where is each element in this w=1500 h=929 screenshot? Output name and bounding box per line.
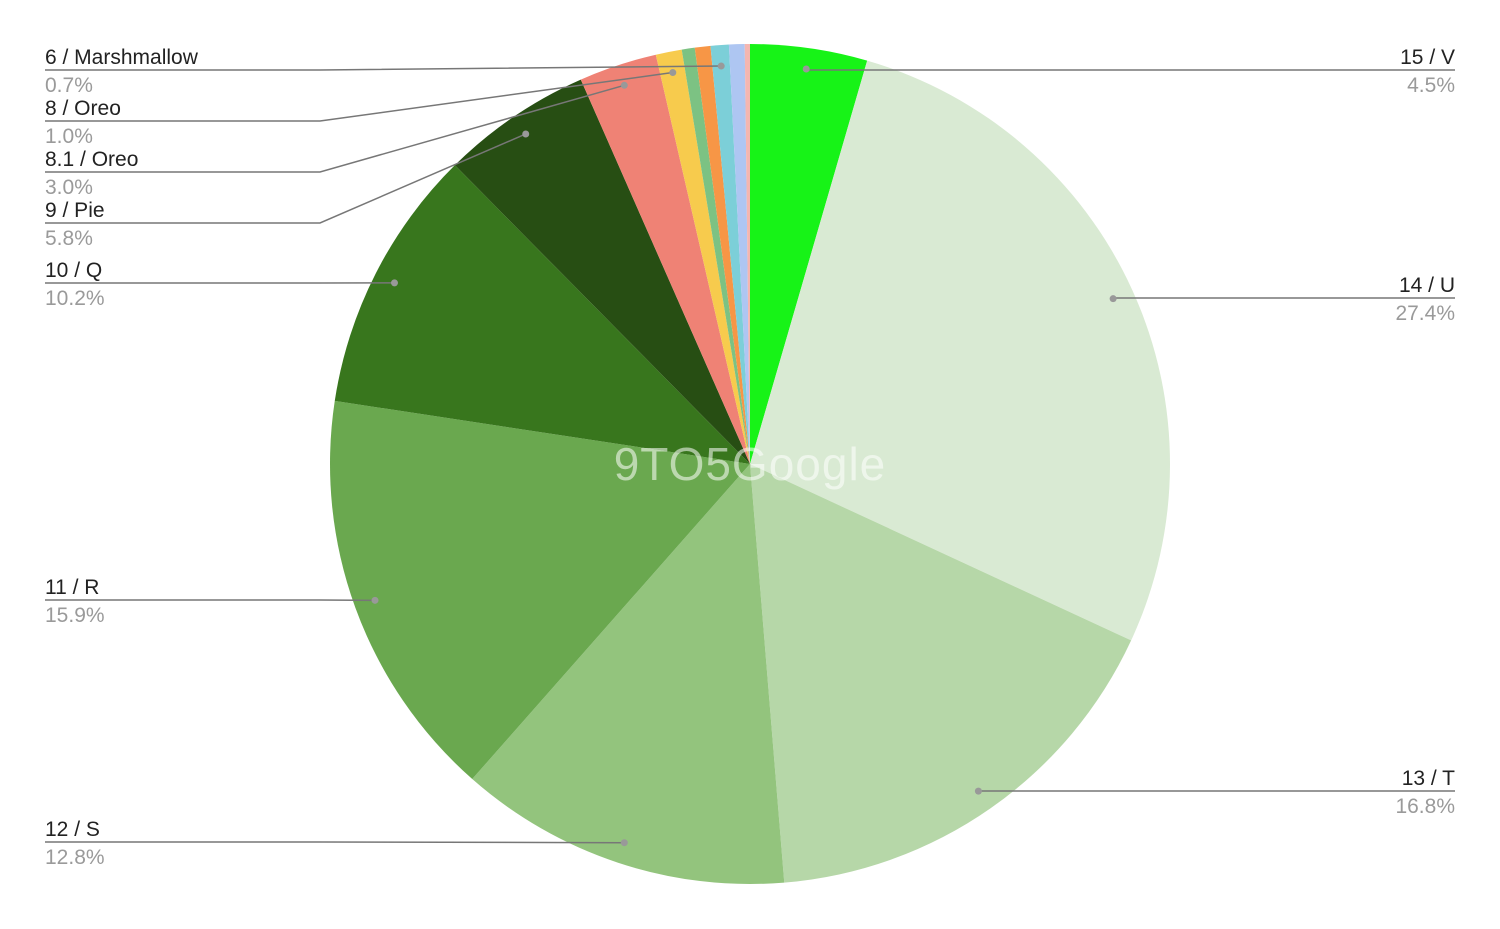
slice-label: 8 / Oreo bbox=[45, 97, 121, 120]
pie-slice bbox=[744, 44, 750, 464]
leader-dot bbox=[620, 839, 628, 847]
slice-percent: 16.8% bbox=[1395, 795, 1455, 818]
leader-dot bbox=[974, 787, 982, 795]
pie-slice bbox=[334, 165, 750, 464]
slice-label: 9 / Pie bbox=[45, 199, 105, 222]
slice-label: 13 / T bbox=[1402, 767, 1455, 790]
leader-line bbox=[1112, 297, 1455, 299]
leader-dot bbox=[717, 62, 725, 70]
slice-label: 8.1 / Oreo bbox=[45, 148, 138, 171]
pie-slice bbox=[655, 49, 750, 464]
slice-label: 15 / V bbox=[1400, 46, 1455, 69]
pie-slice bbox=[750, 464, 1132, 883]
pie-slice bbox=[472, 464, 785, 884]
slice-percent: 0.7% bbox=[45, 74, 93, 97]
labels: 15 / V 4.5% 14 / U 27.4% 13 / T 16.8% 12 / S 12… bbox=[45, 46, 1455, 869]
slice-percent: 1.0% bbox=[45, 125, 93, 148]
leader-dot bbox=[669, 69, 677, 77]
pie-slice bbox=[694, 45, 750, 464]
leader-dot bbox=[522, 130, 530, 138]
leader-dot bbox=[371, 596, 379, 604]
pie-slice bbox=[454, 79, 750, 465]
watermark-logo: 9TO5Google bbox=[614, 438, 887, 490]
slice-percent: 5.8% bbox=[45, 227, 93, 250]
slice-percent: 12.8% bbox=[45, 846, 105, 869]
pie-slice bbox=[728, 44, 750, 464]
slice-percent: 10.2% bbox=[45, 287, 105, 310]
leader-dot bbox=[390, 279, 398, 287]
leader-line bbox=[805, 68, 1455, 71]
leader-dot bbox=[802, 65, 810, 73]
slice-label: 14 / U bbox=[1399, 274, 1455, 297]
slice-label: 12 / S bbox=[45, 818, 100, 841]
pie-slice bbox=[750, 44, 868, 464]
slice-percent: 3.0% bbox=[45, 176, 93, 199]
slice-percent: 4.5% bbox=[1407, 74, 1455, 97]
slice-percent: 15.9% bbox=[45, 604, 105, 627]
pie-slice bbox=[580, 54, 750, 464]
leader-line bbox=[45, 71, 673, 122]
slices bbox=[330, 44, 1170, 884]
leader-dot bbox=[620, 81, 628, 89]
slice-label: 6 / Marshmallow bbox=[45, 46, 199, 69]
leader-dot bbox=[1109, 295, 1117, 303]
slice-label: 11 / R bbox=[45, 576, 99, 599]
slice-percent: 27.4% bbox=[1395, 302, 1455, 325]
pie-slice bbox=[681, 47, 750, 465]
pie-slice bbox=[750, 60, 1170, 641]
leader-line bbox=[45, 133, 527, 224]
leader-line bbox=[45, 65, 722, 71]
leader-line bbox=[45, 84, 625, 173]
slice-label: 10 / Q bbox=[45, 259, 102, 282]
leader-line bbox=[45, 841, 625, 844]
pie-slice bbox=[710, 44, 750, 464]
pie-slice bbox=[330, 400, 750, 780]
